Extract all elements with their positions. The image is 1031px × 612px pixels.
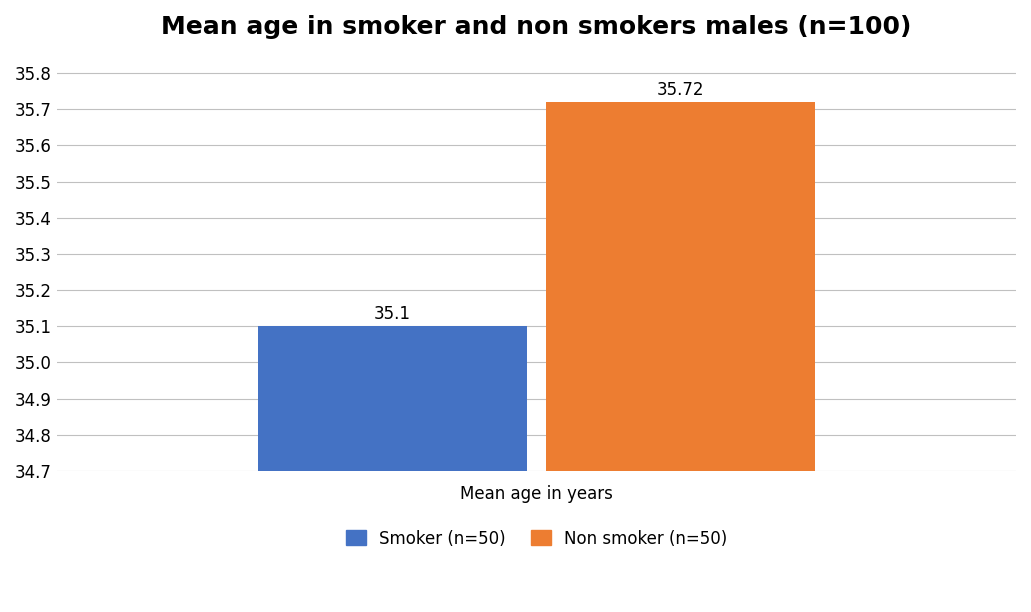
Bar: [259, 326, 527, 612]
Title: Mean age in smoker and non smokers males (n=100): Mean age in smoker and non smokers males…: [161, 15, 911, 39]
Bar: [546, 102, 814, 612]
Text: 35.1: 35.1: [374, 305, 411, 323]
X-axis label: Mean age in years: Mean age in years: [460, 485, 612, 503]
Text: 35.72: 35.72: [657, 81, 704, 99]
Legend: Smoker (n=50), Non smoker (n=50): Smoker (n=50), Non smoker (n=50): [339, 523, 734, 554]
